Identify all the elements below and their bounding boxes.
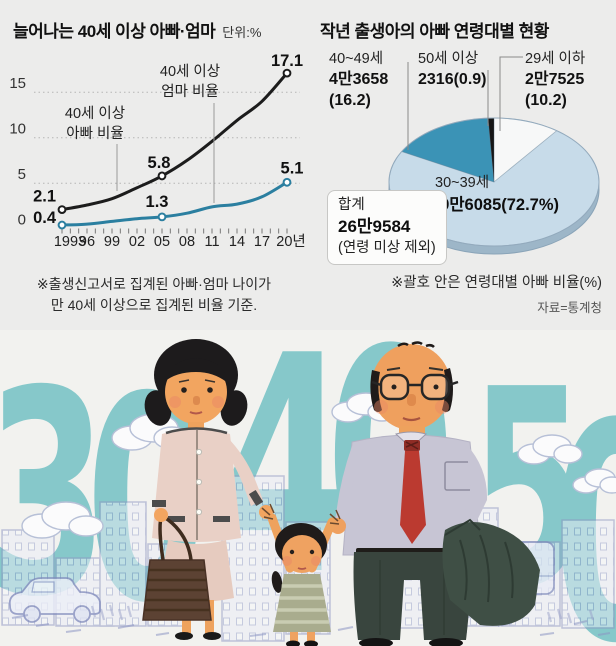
child-dress [273,574,331,632]
svg-text:0: 0 [18,212,26,229]
total-box: 합계 26만9584 (연령 미상 제외) [327,190,447,266]
svg-text:5.8: 5.8 [148,154,171,172]
pie-footnote: ※괄호 안은 연령대별 아빠 비율(%) [391,275,602,291]
line-chart-footnote: ※출생신고서로 집계된 아빠·엄마 나이가 만 40세 이상으로 집계된 비율 … [36,276,272,313]
mother-figure [142,339,273,640]
svg-text:10: 10 [9,121,26,138]
hand-clasp-marks [261,503,341,525]
svg-text:05: 05 [154,234,170,250]
folded-jacket [442,521,540,626]
child-figure [261,503,341,646]
svg-text:14: 14 [229,234,245,250]
svg-text:99: 99 [104,234,120,250]
child-face [282,535,322,573]
svg-text:5: 5 [18,166,26,183]
mom-series-label: 40세 이상 엄마 비율 [159,64,221,100]
svg-text:0.4: 0.4 [33,209,57,227]
mother-face [165,360,227,424]
father-pants [353,552,471,640]
line-chart-title: 늘어나는 40세 이상 아빠·엄마 [13,22,216,41]
pie-label-50s: 50세 이상 2316(0.9) [418,51,487,89]
svg-text:08: 08 [179,234,195,250]
svg-text:17.1: 17.1 [271,52,303,70]
cloud-icon [572,468,616,494]
svg-text:02: 02 [129,234,145,250]
pie-inner-label: 30~39세 19만6085(72.7%) [431,175,560,214]
necktie [400,451,426,544]
svg-text:5.1: 5.1 [281,159,304,177]
svg-text:2.1: 2.1 [33,188,56,206]
line-chart-unit: 단위:% [222,25,262,40]
pie-chart-panel: 작년 출생아의 아빠 연령대별 현황 40~49세 4만3658 (16.2) … [308,0,616,330]
svg-text:20년: 20년 [276,233,305,250]
car-sketch [8,577,101,623]
cloud-icon [21,501,104,539]
line-chart-title-row: 늘어나는 40세 이상 아빠·엄마 단위:% [13,17,261,42]
cloud-icon [517,434,583,465]
dad-series-label: 40세 이상 아빠 비율 [64,106,126,142]
svg-text:15: 15 [9,75,26,92]
pie-chart-title: 작년 출생아의 아빠 연령대별 현황 [320,22,549,41]
clouds [21,392,616,539]
pie-label-40s: 40~49세 4만3658 (16.2) [329,51,389,110]
pie-label-20s: 29세 이하 2만7525 (10.2) [525,51,586,110]
line-chart-panel: 15 10 5 0 1993 96 99 02 05 08 11 14 17 20년 2.1 5.8 17.1 0… [0,0,308,330]
family-illustration: 3 0 4 0 5 0 [0,330,616,646]
svg-text:1.3: 1.3 [146,193,169,211]
father-figure [330,341,540,646]
father-face [371,344,451,430]
svg-text:17: 17 [254,234,270,250]
leader-line-20s [499,56,523,131]
svg-text:96: 96 [79,234,95,250]
svg-text:1993: 1993 [54,234,86,250]
source-credit: 자료=통계청 [537,301,602,315]
mother-hand [154,508,168,522]
svg-text:11: 11 [204,234,219,250]
